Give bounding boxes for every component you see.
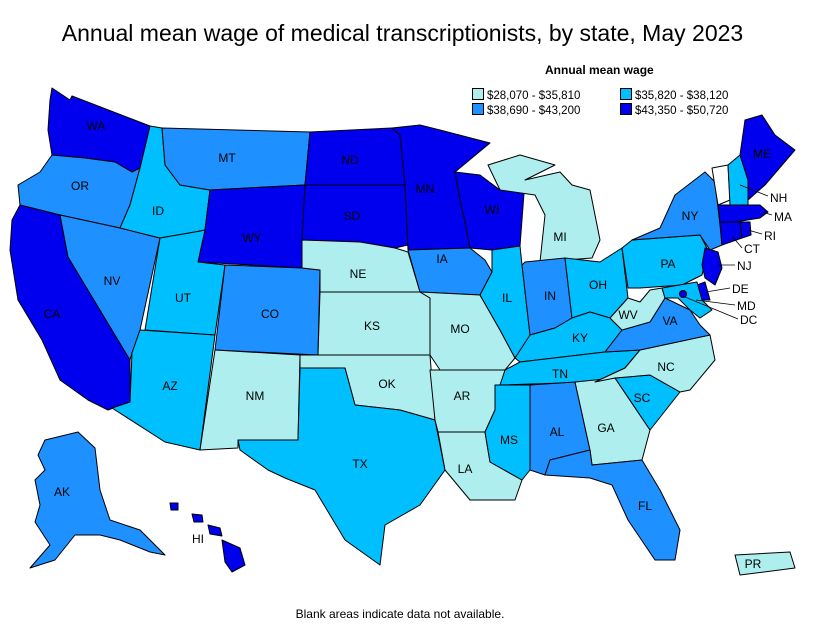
leader-ma [761,211,773,216]
label-or: OR [71,179,89,193]
leader-ri [747,229,763,235]
label-ri: RI [764,229,776,243]
state-ak[interactable] [29,431,166,569]
state-md[interactable] [661,281,713,319]
label-ks: KS [364,319,380,333]
state-hi-kauai[interactable] [169,502,179,511]
legend-label: $35,820 - $38,120 [635,90,729,102]
state-hi[interactable] [221,539,246,573]
label-hi: HI [192,532,204,546]
label-az: AZ [162,379,177,393]
label-in: IN [544,289,556,303]
label-ak: AK [54,485,70,499]
label-sc: SC [634,391,651,405]
legend-label: $28,070 - $35,810 [487,90,581,102]
legend-item: $35,820 - $38,120 [620,88,728,102]
label-wa: WA [87,119,106,133]
state-ri[interactable] [739,221,752,239]
label-sd: SD [344,209,361,223]
label-ia: IA [436,252,447,266]
leader-ct [731,235,743,249]
leader-dc [684,296,739,320]
label-de: DE [732,282,749,296]
label-nd: ND [341,153,359,167]
label-id: ID [152,204,164,218]
label-co: CO [261,307,279,321]
label-nm: NM [246,389,265,403]
state-ct[interactable] [719,221,743,246]
label-dc: DC [740,313,758,327]
label-ct: CT [744,242,761,256]
label-fl: FL [638,499,652,513]
label-mt: MT [218,151,236,165]
leader-nh [739,184,769,197]
state-ma[interactable] [717,204,769,223]
label-ma: MA [774,210,792,224]
state-nc[interactable] [594,334,716,393]
legend-swatch [620,103,632,115]
label-la: LA [458,462,473,476]
label-ny: NY [682,209,699,223]
label-nj: NJ [737,259,752,273]
state-mt[interactable] [161,127,311,191]
legend-swatch [620,88,632,100]
state-hi-oahu[interactable] [191,513,204,523]
legend-item: $43,350 - $50,720 [620,103,728,117]
label-tn: TN [552,367,568,381]
state-mi[interactable] [487,154,601,263]
state-pr[interactable] [734,551,796,576]
label-mi: MI [553,230,566,244]
label-pa: PA [660,257,675,271]
label-nh: NH [770,191,787,205]
state-wy[interactable] [197,184,306,269]
leader-de [705,287,731,293]
label-ok: OK [378,377,395,391]
legend-label: $43,350 - $50,720 [635,105,729,117]
state-ia[interactable] [407,247,493,296]
label-me: ME [753,147,771,161]
label-mo: MO [450,322,469,336]
label-nc: NC [657,360,675,374]
state-tx[interactable] [237,367,446,566]
leader-md [695,299,736,306]
label-ne: NE [350,267,367,281]
footnote: Blank areas indicate data not available. [295,607,505,621]
label-ms: MS [500,433,518,447]
label-ky: KY [572,331,588,345]
legend-swatch [472,103,484,115]
label-nv: NV [104,274,121,288]
label-il: IL [502,291,512,305]
label-mn: MN [416,182,435,196]
label-ga: GA [597,421,614,435]
label-pr: PR [745,557,762,571]
legend-item: $38,690 - $43,200 [472,103,580,117]
state-ne[interactable] [301,239,421,293]
label-md: MD [737,299,756,313]
state-hi-maui[interactable] [207,524,223,537]
state-fl[interactable] [544,449,681,561]
label-wv: WV [618,308,637,322]
label-ca: CA [44,307,61,321]
label-tx: TX [352,457,367,471]
legend-label: $38,690 - $43,200 [487,105,581,117]
state-dc[interactable] [679,290,687,298]
label-al: AL [550,425,565,439]
label-wy: WY [242,231,261,245]
state-nj[interactable] [701,247,723,286]
label-ut: UT [175,291,192,305]
label-va: VA [662,314,677,328]
map-title: Annual mean wage of medical transcriptio… [61,20,744,46]
label-ar: AR [454,389,471,403]
legend-swatch [472,88,484,100]
state-me[interactable] [739,114,796,201]
state-az[interactable] [111,329,216,451]
legend-item: $28,070 - $35,810 [472,88,580,102]
label-wi: WI [485,203,500,217]
label-oh: OH [589,278,607,292]
legend-title: Annual mean wage [545,63,654,77]
